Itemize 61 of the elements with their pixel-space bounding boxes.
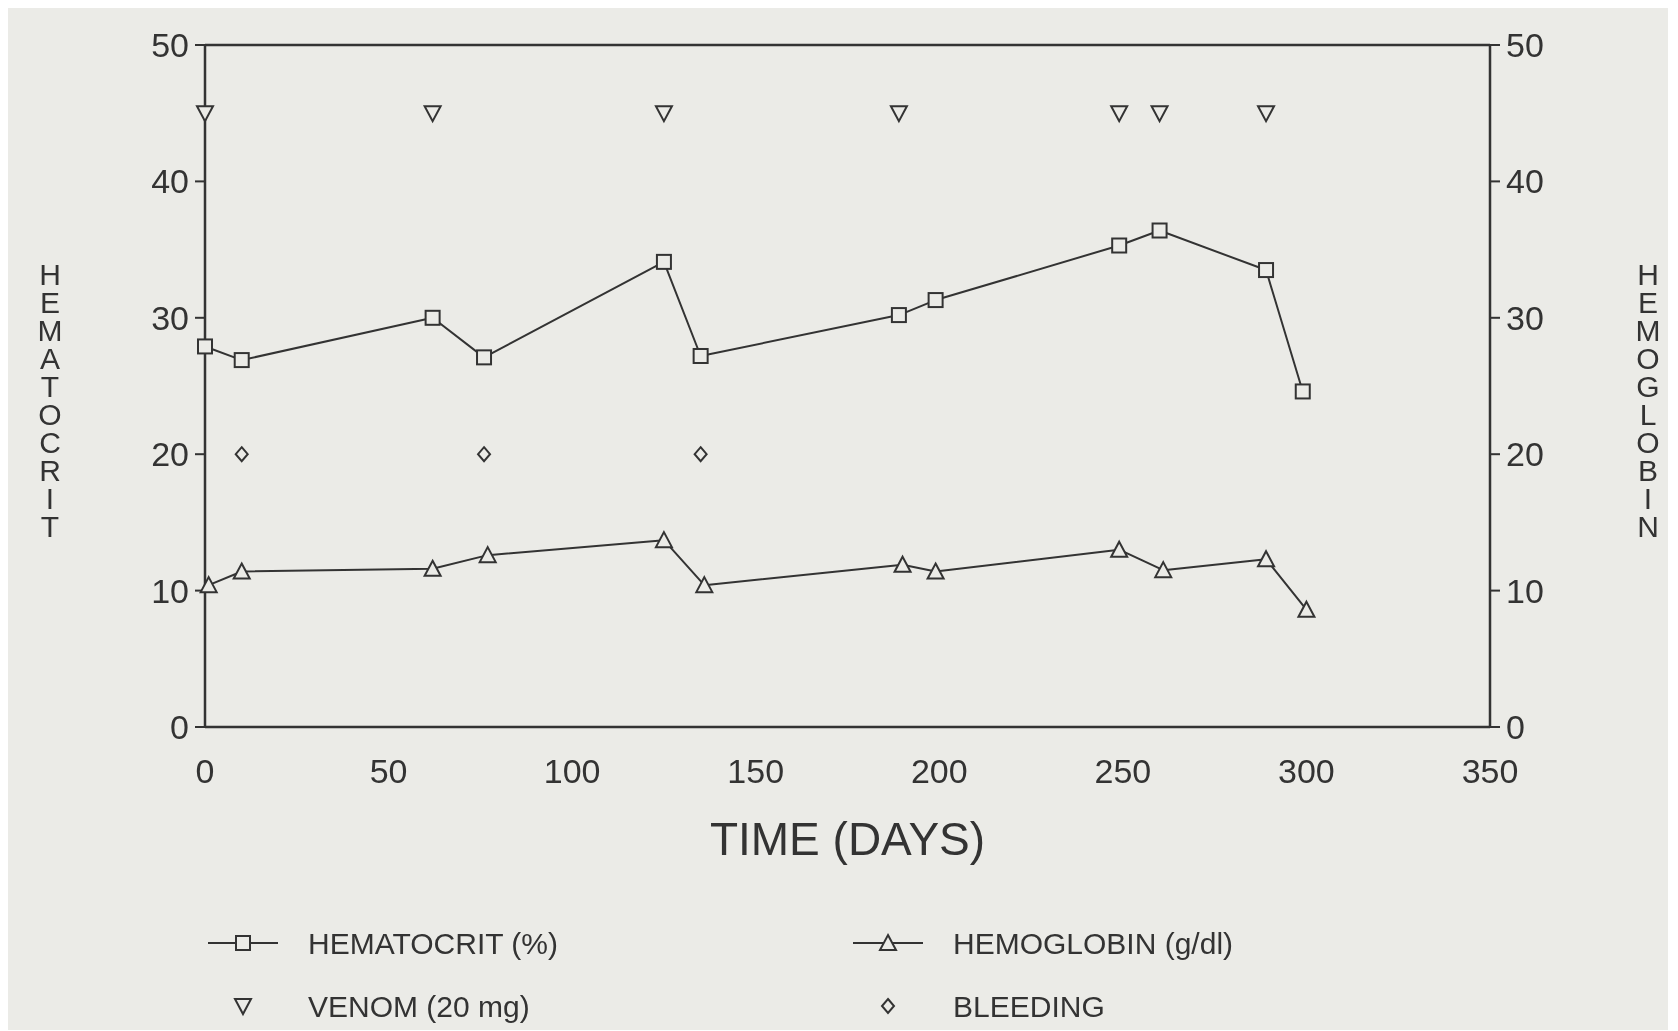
point: [197, 338, 213, 355]
point: [1110, 105, 1129, 123]
point: [234, 446, 249, 463]
point: [893, 555, 912, 573]
y2-tick-label: 10: [1506, 571, 1544, 610]
point: [196, 105, 214, 123]
point: [1258, 262, 1275, 279]
y2-tick-label: 0: [1506, 708, 1525, 746]
point: [927, 292, 944, 309]
x-tick-label: 300: [1278, 752, 1335, 790]
x-tick-label: 0: [195, 752, 215, 790]
x-tick-label: 350: [1461, 752, 1519, 790]
point: [424, 309, 441, 326]
point: [692, 347, 709, 364]
point: [199, 576, 218, 594]
point: [1154, 561, 1173, 579]
point: [1297, 600, 1316, 618]
y2-tick-label: 20: [1506, 435, 1544, 474]
point: [423, 105, 442, 123]
text: HEMATOCRIT: [37, 258, 63, 543]
y2-tick-label: 50: [1506, 26, 1544, 64]
legend-label: BLEEDING: [953, 990, 1105, 1023]
point: [233, 352, 250, 369]
y-tick-label: 30: [151, 298, 189, 337]
point: [477, 446, 492, 463]
y-tick-label: 0: [170, 708, 189, 746]
point: [1257, 105, 1276, 123]
x-tick-label: 50: [369, 752, 408, 790]
y-tick-label: 10: [151, 571, 189, 610]
point: [1111, 237, 1128, 254]
y-tick-label: 40: [151, 162, 189, 201]
point: [693, 446, 708, 463]
point: [1151, 222, 1168, 239]
y-tick-label: 20: [151, 435, 189, 474]
point: [478, 546, 497, 564]
x-axis-title: TIME (DAYS): [709, 813, 986, 865]
y2-tick-label: 40: [1506, 162, 1544, 201]
point: [232, 562, 251, 580]
x-tick-label: 200: [910, 752, 968, 790]
point: [1257, 550, 1276, 568]
point: [423, 559, 442, 577]
y-tick-label: 50: [151, 26, 189, 64]
legend-label: HEMOGLOBIN (g/dl): [953, 927, 1234, 960]
point: [695, 576, 714, 594]
x-tick-label: 150: [727, 752, 785, 790]
x-tick-label: 250: [1094, 752, 1152, 790]
text: HEMOGLOBIN: [1635, 258, 1661, 543]
point: [1150, 105, 1169, 123]
point: [926, 562, 945, 580]
point: [476, 349, 493, 366]
point: [1294, 383, 1311, 400]
point: [1110, 540, 1129, 558]
legend-label: VENOM (20 mg): [308, 990, 530, 1023]
legend-label: HEMATOCRIT (%): [308, 927, 559, 960]
y2-tick-label: 30: [1506, 298, 1544, 337]
point: [654, 531, 673, 549]
x-tick-label: 100: [543, 752, 601, 790]
point: [889, 105, 908, 123]
point: [654, 105, 673, 123]
point: [655, 253, 672, 270]
point: [890, 307, 907, 324]
